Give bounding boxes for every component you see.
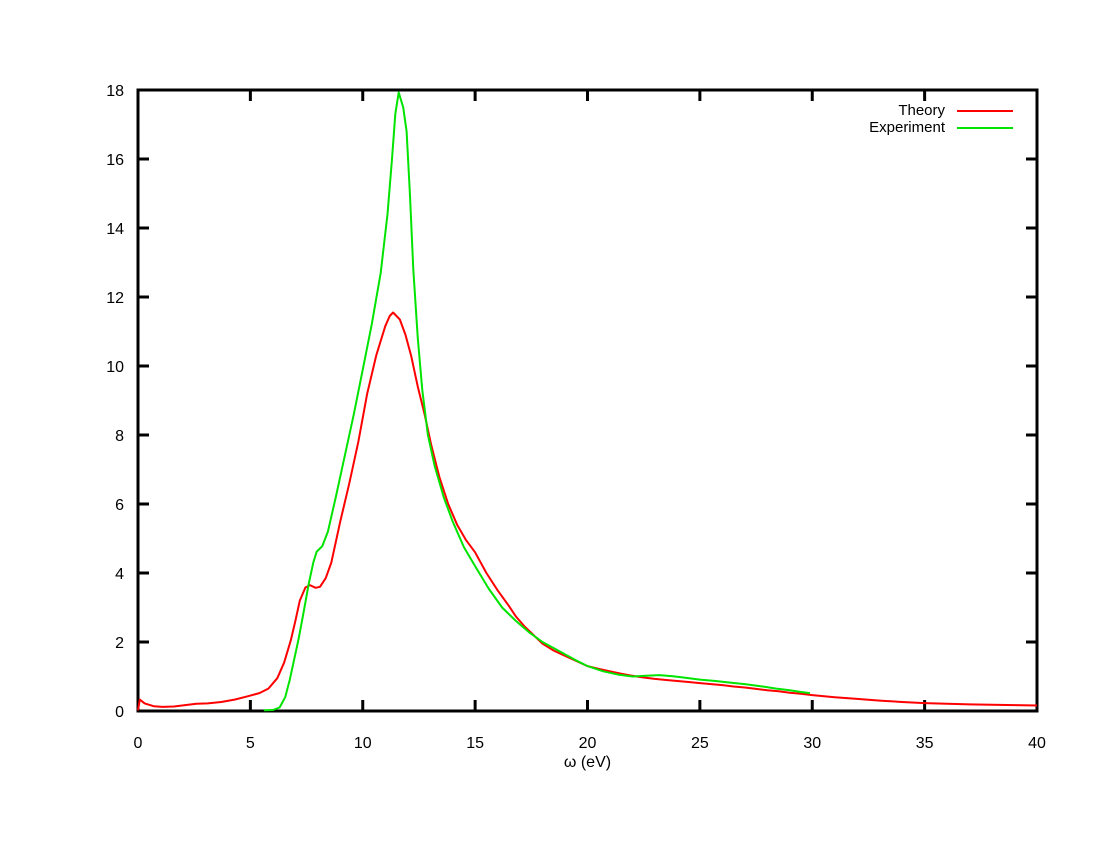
x-tick-label: 35 [916,735,934,752]
legend-swatch-experiment [957,126,1013,129]
legend-swatch-theory [957,109,1013,112]
legend-label-experiment: Experiment [869,119,945,136]
legend-label-theory: Theory [898,102,945,119]
y-tick-label: 18 [106,83,124,100]
y-tick-label: 10 [106,359,124,376]
x-tick-label: 0 [134,735,143,752]
y-tick-label: 4 [115,566,124,583]
y-tick-label: 0 [115,704,124,721]
x-tick-label: 30 [803,735,821,752]
theory-curve [137,311,1038,711]
x-tick-label: 15 [466,735,484,752]
plot-frame [136,88,1039,713]
x-tick-label: 25 [691,735,709,752]
y-tick-label: 2 [115,635,124,652]
y-tick-label: 16 [106,152,124,169]
x-tick-label: 5 [246,735,255,752]
y-tick-label: 8 [115,428,124,445]
legend-item-theory: Theory [869,102,1013,119]
y-tick-label: 6 [115,497,124,514]
experiment-curve [263,91,811,712]
x-tick-label: 40 [1028,735,1046,752]
y-tick-label: 14 [106,221,124,238]
legend-item-experiment: Experiment [869,119,1013,136]
legend: Theory Experiment [869,102,1013,136]
x-tick-label: 20 [579,735,597,752]
x-tick-label: 10 [354,735,372,752]
x-axis-title: ω (eV) [563,754,612,771]
y-tick-label: 12 [106,290,124,307]
